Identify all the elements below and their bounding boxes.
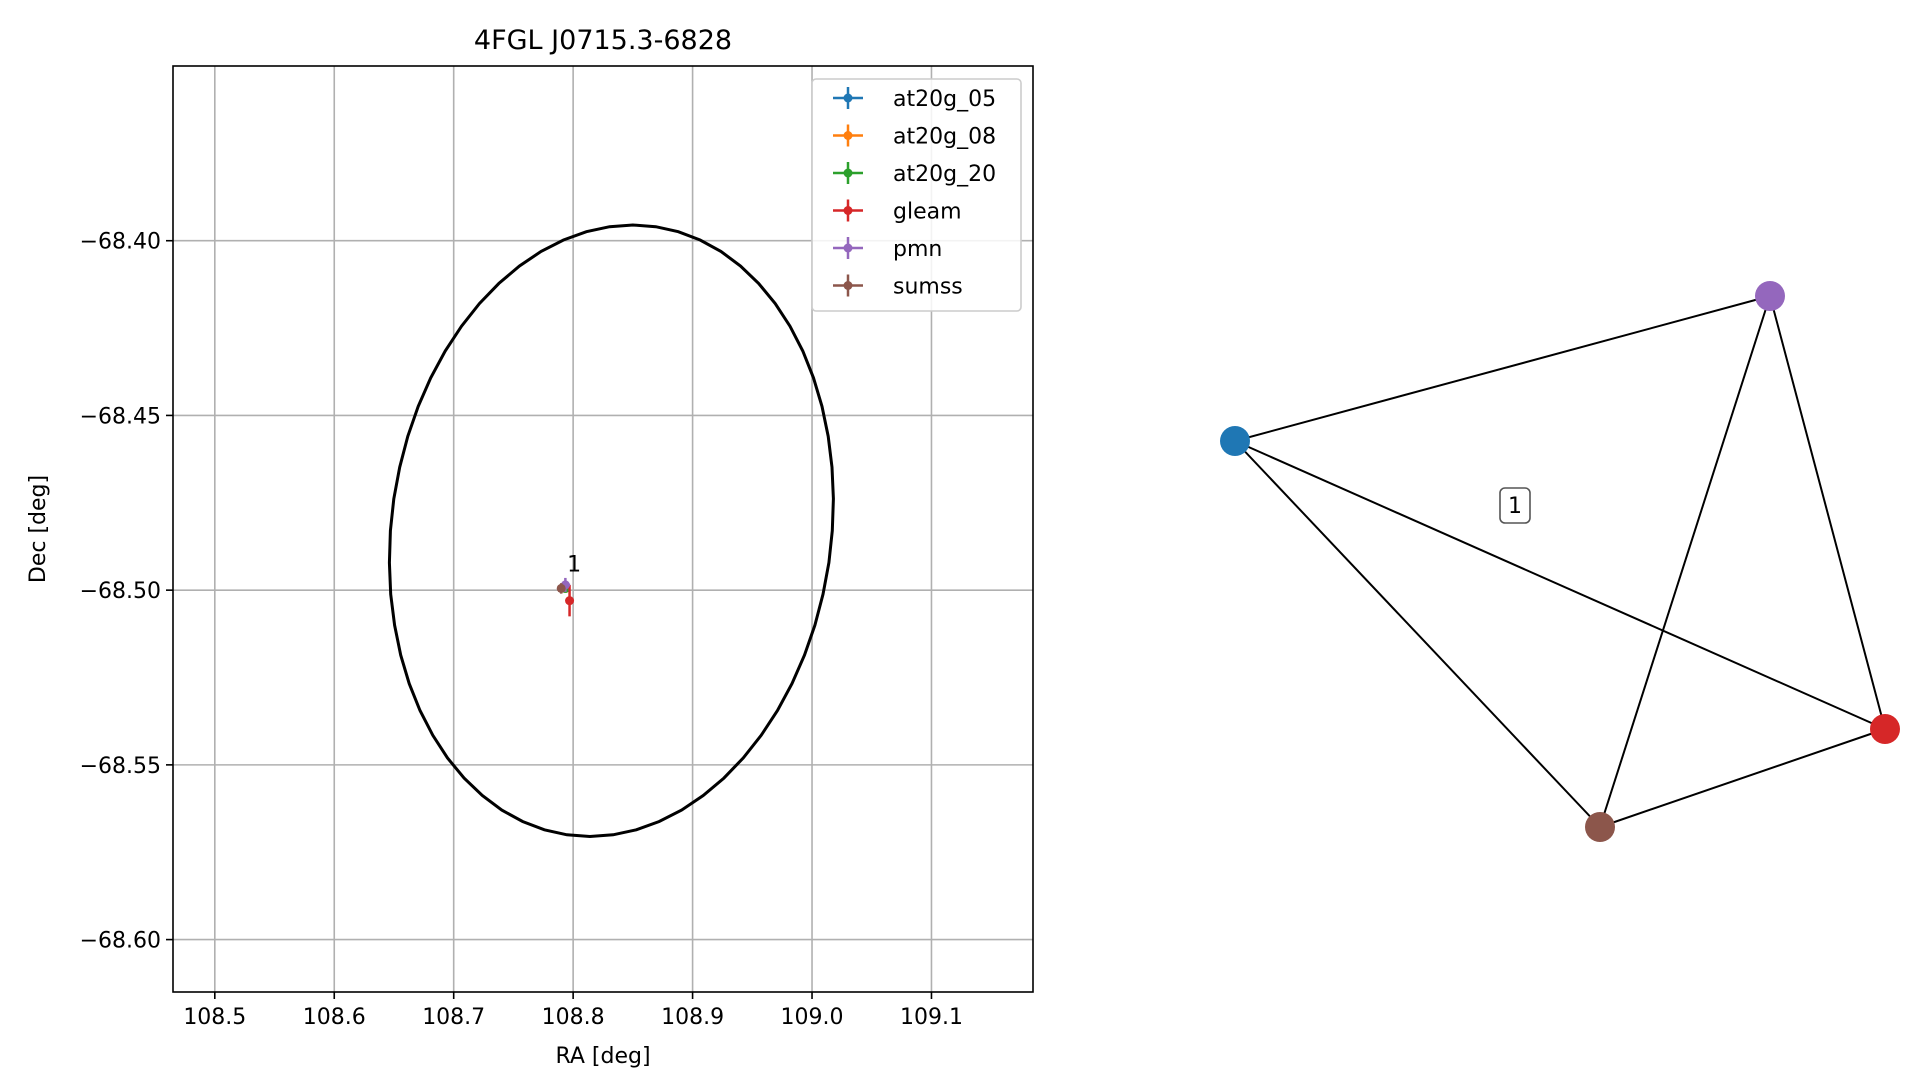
legend-frame <box>811 78 1022 312</box>
legend-marker <box>843 206 853 215</box>
y-tick-label: −68.55 <box>80 754 161 779</box>
source-point <box>556 583 566 593</box>
cluster-label-frame <box>1499 487 1531 524</box>
network-nodes <box>1220 281 1900 842</box>
x-tick-label: 108.9 <box>661 1005 724 1030</box>
network-edge <box>1599 728 1886 828</box>
plot-title: 4FGL J0715.3-6828 <box>474 25 732 56</box>
source-markers <box>556 577 575 617</box>
y-axis-label: Dec [deg] <box>26 475 51 583</box>
plot-annotations: 1 <box>567 553 581 578</box>
x-tick-label: 108.8 <box>542 1005 605 1030</box>
legend-label: at20g_08 <box>893 125 996 150</box>
x-axis-label: RA [deg] <box>555 1044 650 1069</box>
network-edge <box>1234 295 1771 442</box>
legend-label: sumss <box>893 275 963 300</box>
cluster-label-box: 1 <box>1499 487 1531 524</box>
network-node-gleam <box>1870 714 1900 744</box>
cluster-label: 1 <box>1508 494 1522 519</box>
network-edges <box>1234 295 1886 828</box>
association-network: 1 <box>1220 281 1900 842</box>
y-tick-label: −68.60 <box>80 929 161 954</box>
x-axis-ticks: 108.5 108.6 108.7 108.8 108.9 109.0 109.1 <box>183 992 963 1030</box>
legend-marker <box>843 93 853 103</box>
network-edge <box>1234 440 1886 730</box>
x-tick-label: 108.7 <box>422 1005 485 1030</box>
network-node-sumss <box>1585 812 1615 842</box>
position-plot: 4FGL J0715.3-6828 108.5 108.6 108.7 108.8 10… <box>26 25 1034 1069</box>
legend-label: at20g_05 <box>893 87 996 112</box>
localization-ellipse <box>387 223 835 839</box>
legend-marker <box>843 131 853 140</box>
legend-entry-at20g_05: at20g_05 <box>833 87 996 112</box>
legend-label: gleam <box>893 200 962 225</box>
legend-label: pmn <box>893 237 942 262</box>
y-tick-label: −68.50 <box>80 579 161 604</box>
legend-entry-sumss: sumss <box>833 274 963 300</box>
y-axis-ticks: −68.60 −68.55 −68.50 −68.45 −68.40 <box>80 230 173 954</box>
source-sumss <box>556 583 566 594</box>
source-point <box>565 596 575 606</box>
legend-label: at20g_20 <box>893 162 996 187</box>
y-gridlines <box>173 239 1033 941</box>
y-tick-label: −68.45 <box>80 404 161 429</box>
x-tick-label: 109.1 <box>900 1005 963 1030</box>
network-edge <box>1599 295 1771 828</box>
source-gleam <box>565 584 575 617</box>
x-tick-label: 108.6 <box>303 1005 366 1030</box>
legend-entry-pmn: pmn <box>833 237 942 262</box>
legend-marker <box>843 243 853 253</box>
network-node-pmn <box>1755 281 1785 311</box>
legend-entry-gleam: gleam <box>833 199 962 225</box>
y-tick-label: −68.40 <box>80 230 161 255</box>
network-edge <box>1769 295 1886 730</box>
x-tick-label: 109.0 <box>781 1005 844 1030</box>
legend-marker <box>843 281 853 290</box>
network-node-at20g <box>1220 426 1250 456</box>
legend-entry-at20g_08: at20g_08 <box>833 124 996 150</box>
legend-marker <box>843 168 853 178</box>
x-tick-label: 108.5 <box>183 1005 246 1030</box>
source-annotation: 1 <box>567 553 581 578</box>
network-edge <box>1234 440 1601 828</box>
plot-frame <box>172 65 1034 993</box>
legend-entry-at20g_20: at20g_20 <box>833 162 996 187</box>
